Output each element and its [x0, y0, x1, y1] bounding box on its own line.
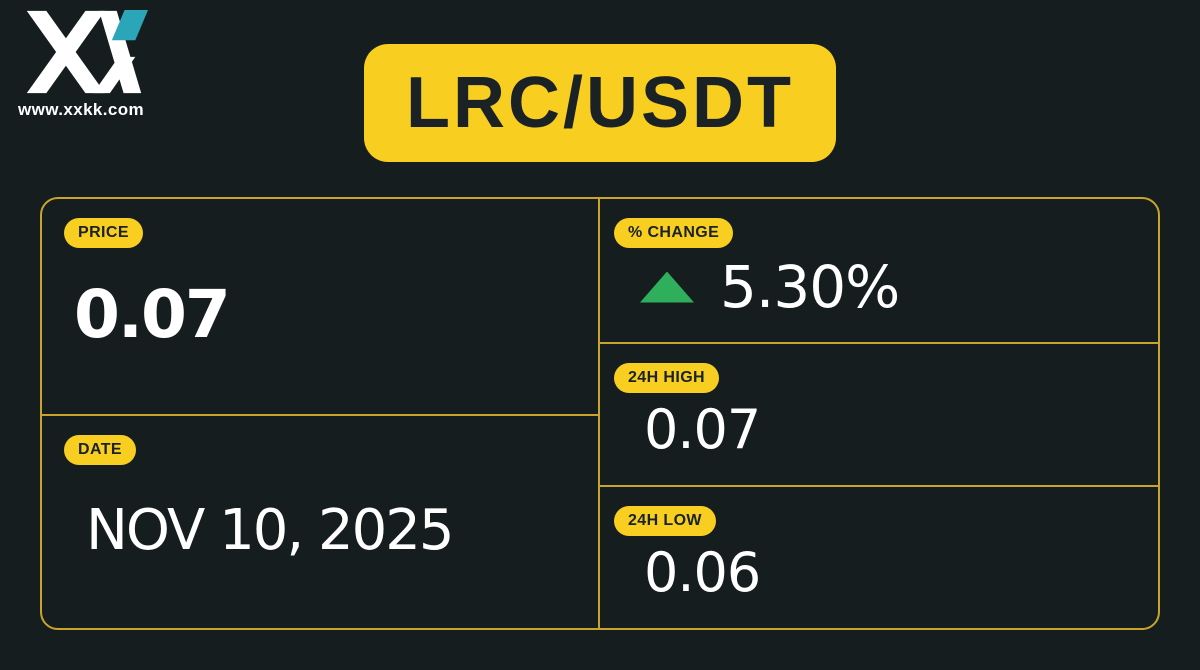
stats-panel: PRICE 0.07 DATE NOV 10, 2025 % CHANGE 5.… — [40, 197, 1160, 630]
high-label-badge: 24H HIGH — [614, 363, 719, 393]
brand-logo-icon — [26, 9, 149, 94]
price-label-badge: PRICE — [64, 218, 143, 248]
price-value: 0.07 — [74, 276, 231, 353]
date-label-badge: DATE — [64, 434, 136, 465]
high-card: 24H HIGH 0.07 — [600, 342, 1158, 485]
change-row: 5.30% — [640, 253, 900, 321]
logo-teal-accent — [111, 9, 149, 41]
stats-right-column: % CHANGE 5.30% 24H HIGH 0.07 24H LOW 0.0… — [600, 199, 1158, 628]
change-value: 5.30% — [720, 253, 900, 321]
brand-block: www.xxkk.com — [16, 8, 150, 120]
date-value: NOV 10, 2025 — [86, 497, 454, 563]
change-label-badge: % CHANGE — [614, 218, 734, 248]
change-card: % CHANGE 5.30% — [600, 199, 1158, 342]
high-value: 0.07 — [644, 398, 761, 461]
price-card: PRICE 0.07 — [42, 199, 598, 414]
low-value: 0.06 — [644, 541, 761, 604]
pair-title: LRC/USDT — [364, 44, 836, 162]
brand-url: www.xxkk.com — [18, 100, 145, 119]
up-triangle-icon — [640, 271, 694, 303]
stats-left-column: PRICE 0.07 DATE NOV 10, 2025 — [42, 199, 600, 628]
low-card: 24H LOW 0.06 — [600, 485, 1158, 628]
date-card: DATE NOV 10, 2025 — [42, 413, 598, 629]
low-label-badge: 24H LOW — [614, 506, 716, 536]
